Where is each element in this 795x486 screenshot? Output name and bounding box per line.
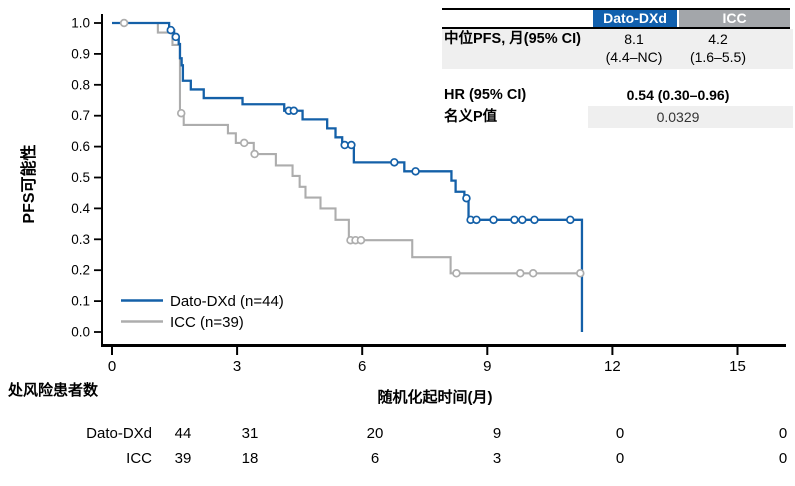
risk-count-dato-dxd-t15: 0 [778, 425, 788, 442]
dato-dxd-censor-marks [166, 25, 575, 225]
x-tick-label: 6 [358, 358, 366, 375]
y-tick-label: 0.4 [71, 201, 90, 216]
risk-count-dato-dxd-t0: 44 [174, 425, 192, 442]
stats-col-header-icc: ICC [679, 10, 790, 27]
censor-mark [510, 215, 519, 225]
y-tick-label: 0.5 [71, 170, 90, 185]
censor-mark [518, 215, 527, 225]
dato-dxd-curve [112, 21, 584, 332]
censor-mark [489, 215, 498, 225]
stats-row-hr-label: HR (95% CI) [444, 87, 527, 103]
stats-median-ci-icc: (1.6–5.5) [689, 49, 747, 65]
censor-mark [515, 269, 525, 278]
risk-count-icc-t9: 3 [492, 450, 502, 467]
censor-mark [250, 149, 259, 159]
risk-count-icc-t6: 6 [370, 450, 380, 467]
censor-mark [119, 18, 129, 28]
y-tick-label: 0.6 [71, 139, 90, 154]
icc-curve [112, 21, 581, 275]
stats-hr-value: 0.54 (0.30–0.96) [626, 87, 730, 103]
icc-censor-marks [119, 18, 585, 278]
risk-count-dato-dxd-t12: 0 [615, 425, 625, 442]
risk-count-icc-t3: 18 [241, 450, 259, 467]
censor-mark [390, 158, 399, 167]
censor-mark [356, 235, 366, 245]
stats-median-icc: 4.2 [708, 31, 728, 47]
censor-mark [411, 167, 420, 176]
y-tick-label: 0.1 [71, 294, 90, 309]
censor-mark [566, 215, 575, 225]
axes [101, 14, 786, 347]
risk-count-icc-t12: 0 [615, 450, 625, 467]
legend-swatches [121, 299, 163, 323]
stats-row-pvalue-label: 名义P值 [444, 109, 498, 125]
risk-count-icc-t0: 39 [174, 450, 192, 467]
y-tick-label: 1.0 [71, 16, 90, 31]
stats-median-dato: 8.1 [624, 31, 644, 47]
censor-mark [452, 269, 461, 278]
x-tick-label: 3 [233, 358, 241, 375]
y-axis-ticks: 0.0 0.1 0.2 0.3 0.4 0.5 0.6 0.7 0.8 0.9 1.0 [71, 16, 101, 340]
censor-mark [530, 215, 539, 225]
censor-mark [462, 193, 471, 203]
censor-mark [171, 32, 181, 42]
censor-mark [340, 140, 349, 150]
risk-table-title: 处风险患者数 [8, 382, 99, 399]
y-tick-label: 0.8 [71, 77, 90, 92]
x-tick-label: 9 [483, 358, 491, 375]
x-tick-label: 0 [108, 358, 116, 375]
stats-table-header-underline [442, 27, 790, 29]
x-axis-ticks: 0 3 6 9 12 15 [108, 347, 746, 375]
censor-mark [472, 215, 481, 225]
censor-mark [166, 25, 176, 35]
y-tick-label: 0.3 [71, 232, 90, 247]
risk-count-dato-dxd-t3: 31 [241, 425, 259, 442]
stats-row-pvalue-bg [588, 106, 793, 128]
risk-row-label-dato-dxd: Dato-DXd [86, 425, 152, 442]
stats-row-median-bg [442, 29, 793, 69]
y-tick-label: 0.2 [71, 263, 90, 278]
y-axis-label: PFS可能性 [21, 144, 38, 224]
censor-mark [239, 138, 249, 148]
risk-count-dato-dxd-t6: 20 [366, 425, 384, 442]
stats-col-header-dato-dxd: Dato-DXd [593, 10, 677, 27]
censor-mark [289, 106, 299, 116]
risk-row-label-icc: ICC [126, 450, 152, 467]
y-tick-label: 0.7 [71, 108, 90, 123]
legend-label-dato-dxd: Dato-DXd (n=44) [170, 293, 284, 310]
y-tick-label: 0.0 [71, 325, 90, 340]
stats-pvalue-value: 0.0329 [656, 109, 700, 125]
stats-row-median-label: 中位PFS, 月(95% CI) [444, 31, 581, 47]
y-tick-label: 0.9 [71, 46, 90, 61]
censor-mark [528, 269, 538, 278]
x-axis-label: 随机化起时间(月) [377, 389, 493, 406]
censor-mark [347, 140, 356, 150]
censor-mark [176, 108, 186, 118]
censor-mark [576, 269, 585, 278]
stats-table-top-border [442, 8, 790, 10]
x-tick-label: 15 [729, 358, 746, 375]
risk-count-dato-dxd-t9: 9 [492, 425, 502, 442]
legend-label-icc: ICC (n=39) [170, 314, 244, 331]
risk-count-icc-t15: 0 [778, 450, 788, 467]
stats-median-ci-dato: (4.4–NC) [605, 49, 663, 65]
x-tick-label: 12 [604, 358, 621, 375]
stats-table: Dato-DXd ICC 中位PFS, 月(95% CI) 8.1 4.2 (4… [0, 0, 795, 130]
